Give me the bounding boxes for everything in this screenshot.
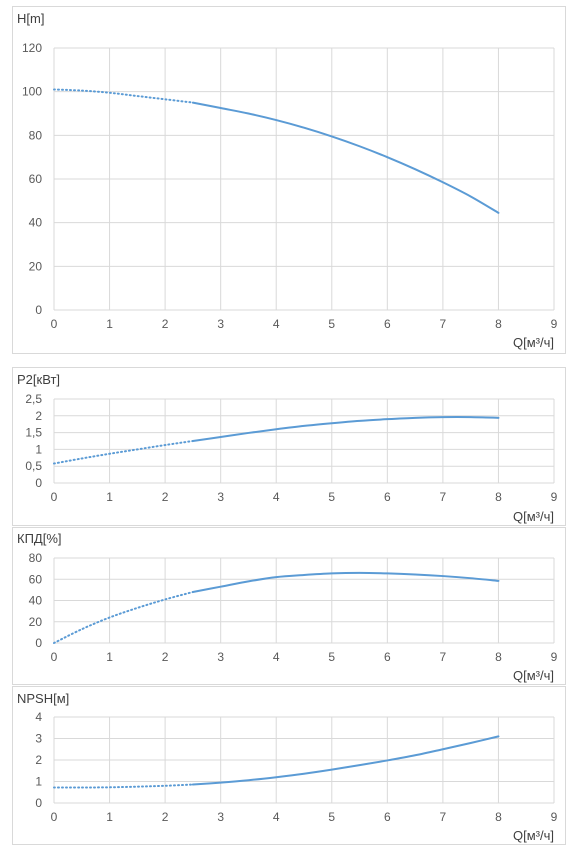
y-tick-label: 0 bbox=[35, 796, 42, 810]
x-tick-label: 6 bbox=[384, 317, 391, 331]
x-tick-label: 1 bbox=[106, 650, 113, 664]
y-tick-label: 80 bbox=[29, 551, 43, 565]
y-tick-label: 40 bbox=[29, 216, 43, 230]
y-tick-label: 60 bbox=[29, 572, 43, 586]
x-tick-label: 3 bbox=[217, 317, 224, 331]
x-tick-label: 7 bbox=[440, 650, 447, 664]
x-tick-label: 3 bbox=[217, 650, 224, 664]
x-tick-label: 2 bbox=[162, 810, 169, 824]
y-tick-label: 1 bbox=[35, 775, 42, 789]
y-tick-label: 0 bbox=[35, 303, 42, 317]
x-axis-title: Q[м³/ч] bbox=[513, 509, 554, 524]
series-line-dotted bbox=[53, 591, 194, 644]
y-tick-label: 20 bbox=[29, 615, 43, 629]
chart-head: 0 1 2 3 4 5 6 7 8 9 0 20 40 60 80 100 120 H[m] Q[м³/ч] bbox=[17, 11, 558, 350]
x-tick-label: 5 bbox=[328, 317, 335, 331]
y-tick-label: 0 bbox=[35, 636, 42, 650]
y-tick-label: 80 bbox=[29, 128, 43, 142]
x-tick-label: 5 bbox=[328, 650, 335, 664]
grid bbox=[53, 716, 555, 804]
x-tick-label: 6 bbox=[384, 650, 391, 664]
x-tick-label: 2 bbox=[162, 317, 169, 331]
x-tick-label: 6 bbox=[384, 810, 391, 824]
y-tick-label: 2 bbox=[35, 409, 42, 423]
x-tick-label: 1 bbox=[106, 490, 113, 504]
x-tick-label: 7 bbox=[440, 317, 447, 331]
x-tick-label: 2 bbox=[162, 490, 169, 504]
x-tick-label: 0 bbox=[51, 490, 58, 504]
x-tick-label: 0 bbox=[51, 810, 58, 824]
series-line-dotted bbox=[53, 88, 194, 104]
x-tick-label: 7 bbox=[440, 810, 447, 824]
x-tick-label: 8 bbox=[495, 650, 502, 664]
series-line-solid bbox=[191, 416, 500, 442]
x-tick-label: 4 bbox=[273, 650, 280, 664]
x-tick-label: 8 bbox=[495, 317, 502, 331]
y-tick-label: 1,5 bbox=[25, 426, 42, 440]
x-tick-label: 1 bbox=[106, 810, 113, 824]
x-tick-label: 4 bbox=[273, 490, 280, 504]
y-tick-label: 2 bbox=[35, 753, 42, 767]
x-tick-label: 8 bbox=[495, 810, 502, 824]
y-tick-label: 100 bbox=[22, 85, 42, 99]
x-tick-label: 4 bbox=[273, 810, 280, 824]
x-tick-label: 1 bbox=[106, 317, 113, 331]
y-axis-title: H[m] bbox=[17, 11, 44, 26]
series-line-dotted bbox=[53, 440, 194, 465]
x-tick-label: 2 bbox=[162, 650, 169, 664]
y-tick-label: 0 bbox=[35, 476, 42, 490]
grid bbox=[53, 47, 555, 311]
y-tick-label: 40 bbox=[29, 594, 43, 608]
x-tick-label: 5 bbox=[328, 490, 335, 504]
y-tick-label: 20 bbox=[29, 259, 43, 273]
series-line-solid bbox=[191, 735, 500, 786]
y-axis-title: NPSH[м] bbox=[17, 691, 69, 706]
y-axis-title: КПД[%] bbox=[17, 531, 62, 546]
y-tick-label: 2,5 bbox=[25, 392, 42, 406]
x-tick-label: 4 bbox=[273, 317, 280, 331]
y-tick-label: 1 bbox=[35, 442, 42, 456]
chart-panel-power: 0 1 2 3 4 5 6 7 8 9 0 0,5 1 1,5 2 2,5 P2[кВт] Q[м³/ч] bbox=[12, 367, 566, 526]
chart-panel-npsh: 0 1 2 3 4 5 6 7 8 9 0 1 2 3 4 NPSH[м] Q[м³/ч] bbox=[12, 686, 566, 845]
x-tick-label: 3 bbox=[217, 810, 224, 824]
grid bbox=[53, 557, 555, 644]
chart-power: 0 1 2 3 4 5 6 7 8 9 0 0,5 1 1,5 2 2,5 P2[кВт] Q[м³/ч] bbox=[17, 372, 558, 524]
grid bbox=[53, 398, 555, 484]
chart-efficiency: 0 1 2 3 4 5 6 7 8 9 0 20 40 60 80 КПД[%] Q[м³/ч] bbox=[17, 531, 558, 683]
x-tick-label: 0 bbox=[51, 317, 58, 331]
y-axis-title: P2[кВт] bbox=[17, 372, 60, 387]
y-tick-label: 0,5 bbox=[25, 459, 42, 473]
x-axis-title: Q[м³/ч] bbox=[513, 335, 554, 350]
chart-panel-efficiency: 0 1 2 3 4 5 6 7 8 9 0 20 40 60 80 КПД[%] Q[м³/ч] bbox=[12, 527, 566, 685]
y-tick-label: 120 bbox=[22, 41, 42, 55]
x-tick-label: 6 bbox=[384, 490, 391, 504]
x-tick-label: 0 bbox=[51, 650, 58, 664]
x-tick-label: 8 bbox=[495, 490, 502, 504]
x-tick-label: 7 bbox=[440, 490, 447, 504]
series-line-dotted bbox=[53, 783, 194, 789]
x-tick-label: 9 bbox=[551, 317, 558, 331]
y-tick-label: 3 bbox=[35, 732, 42, 746]
chart-panel-head: 0 1 2 3 4 5 6 7 8 9 0 20 40 60 80 100 120 H[m] Q[м³/ч] bbox=[12, 6, 566, 354]
x-tick-label: 9 bbox=[551, 810, 558, 824]
chart-npsh: 0 1 2 3 4 5 6 7 8 9 0 1 2 3 4 NPSH[м] Q[м³/ч] bbox=[17, 691, 558, 843]
series-line-solid bbox=[191, 101, 500, 214]
x-axis-title: Q[м³/ч] bbox=[513, 668, 554, 683]
x-tick-label: 3 bbox=[217, 490, 224, 504]
x-tick-label: 9 bbox=[551, 650, 558, 664]
series-line-solid bbox=[191, 571, 500, 593]
y-tick-label: 60 bbox=[29, 172, 43, 186]
y-tick-label: 4 bbox=[35, 710, 42, 724]
x-tick-label: 5 bbox=[328, 810, 335, 824]
x-tick-label: 9 bbox=[551, 490, 558, 504]
x-axis-title: Q[м³/ч] bbox=[513, 828, 554, 843]
